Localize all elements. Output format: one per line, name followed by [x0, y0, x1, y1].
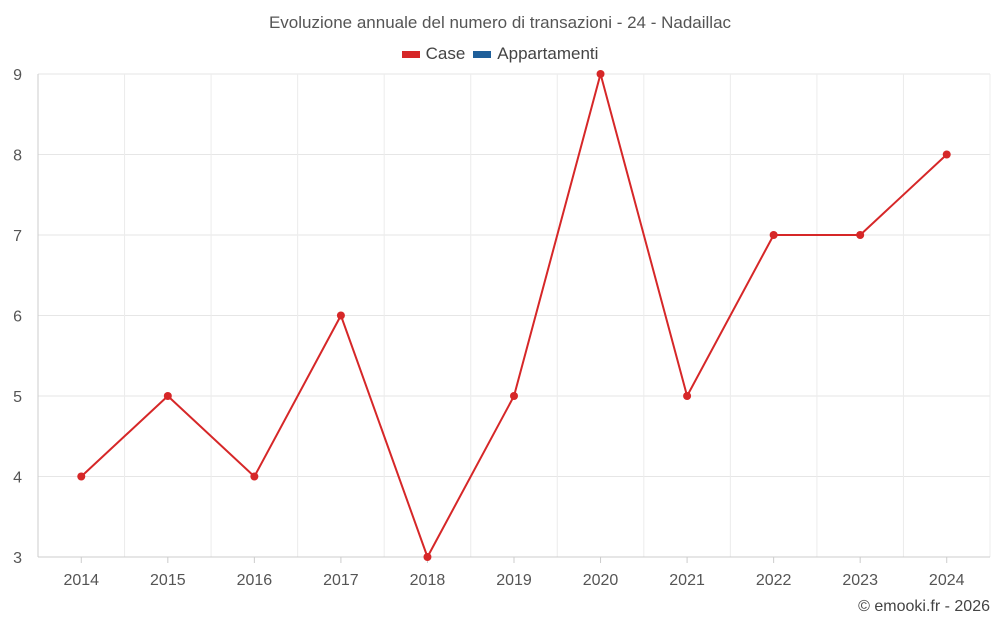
x-tick-label: 2024 [929, 572, 965, 589]
data-point [510, 392, 518, 400]
x-tick-label: 2017 [323, 572, 359, 589]
y-tick-label: 3 [13, 550, 22, 567]
data-point [336, 311, 345, 320]
axes-layer [37, 74, 990, 563]
data-point [596, 70, 605, 78]
legend-label-case: Case [425, 44, 466, 63]
y-tick-label: 7 [13, 228, 22, 245]
y-tick-label: 5 [13, 389, 22, 406]
y-tick-label: 4 [13, 470, 22, 487]
chart-legend: Case Appartamenti [0, 44, 1000, 64]
credit-text: © emooki.fr - 2026 [858, 598, 990, 615]
chart-title: Evoluzione annuale del numero di transaz… [268, 13, 732, 32]
grid-layer [37, 73, 991, 558]
data-point [77, 472, 86, 481]
legend-label-appartamenti: Appartamenti [497, 44, 599, 63]
legend-item-appartamenti[interactable]: Appartamenti [473, 44, 598, 64]
x-tick-label: 2015 [150, 572, 186, 589]
y-tick-label: 8 [13, 148, 22, 165]
ticks-layer: 3 4 5 6 7 8 9 2014 2015 2016 2017 2018 2019 2020 2021 2… [13, 67, 965, 589]
x-tick-label: 2021 [669, 572, 705, 589]
data-point [423, 553, 432, 561]
legend-swatch-appartamenti [473, 50, 492, 58]
x-tick-label: 2019 [496, 572, 532, 589]
y-tick-label: 9 [13, 67, 22, 84]
x-tick-label: 2014 [63, 572, 99, 589]
data-point [769, 231, 778, 239]
x-tick-label: 2016 [237, 572, 273, 589]
data-point [942, 150, 951, 159]
data-point [163, 392, 172, 400]
x-tick-label: 2020 [583, 572, 619, 589]
legend-swatch-case [401, 50, 420, 58]
y-tick-label: 6 [13, 309, 22, 326]
data-point [856, 231, 865, 239]
data-point [250, 472, 259, 481]
x-tick-label: 2022 [756, 572, 792, 589]
x-tick-label: 2023 [842, 572, 878, 589]
legend-item-case[interactable]: Case [401, 44, 466, 64]
series-layer [77, 70, 951, 561]
data-point [683, 392, 692, 400]
x-tick-label: 2018 [410, 572, 446, 589]
